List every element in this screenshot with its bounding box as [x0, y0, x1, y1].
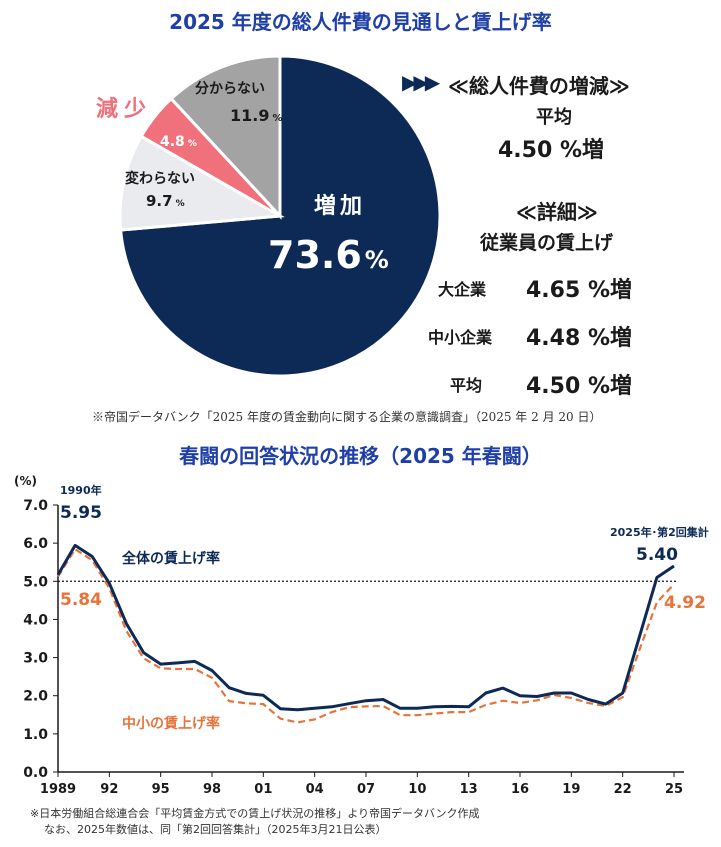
summary-average-label: 平均 [536, 107, 572, 128]
y-axis-unit: (%) [14, 474, 37, 488]
pie-slice-value: 11.9% [230, 106, 283, 125]
detail-heading: ≪詳細≫ [516, 200, 598, 224]
x-tick-label: 10 [408, 782, 426, 797]
y-tick-label: 3.0 [23, 651, 48, 667]
series-overall-line [56, 543, 675, 712]
bottom-title: 春闘の回答状況の推移（2025 年春闘） [179, 444, 542, 468]
x-tick-label: 22 [614, 782, 632, 797]
annotation-latest-label: 2025年･第2回集計 [610, 525, 709, 539]
summary-average-value: 4.50 %増 [498, 138, 604, 163]
x-tick-label: 25 [665, 782, 683, 797]
detail-row-label: 中小企業 [428, 328, 493, 347]
footnote: ※日本労働組合総連合会「平均賃金方式での賃上げ状況の推移」より帝国データバンク作… [30, 807, 480, 820]
triple-arrow-icon: ▶▶▶ [402, 70, 440, 94]
footnote: なお、2025年数値は、同「第2回回答集計」（2025年3月21日公表） [44, 823, 387, 836]
x-tick-label: 98 [203, 782, 221, 797]
line-chart: (%) 0.0 1.0 2.0 3.0 4.0 5.0 6.0 7.0 1989 92 95 98 01 0… [14, 474, 709, 797]
series-sme-line [57, 547, 675, 724]
annotation-peak-year: 1990年 [60, 483, 102, 497]
pie-slice-label: 分からない [195, 81, 265, 97]
pie-slice-label: 変わらない [125, 170, 195, 187]
annotation-overall-1990: 5.95 [60, 503, 102, 523]
x-tick-label: 04 [306, 782, 324, 797]
pie-slice-label: 増加 [314, 193, 366, 219]
detail-row-label: 大企業 [438, 280, 487, 299]
detail-row-label: 平均 [450, 376, 483, 395]
x-tick-label: 19 [562, 782, 580, 797]
pie-slice-value: 73.6% [268, 233, 389, 277]
pie-slice [169, 54, 282, 220]
y-tick-label: 1.0 [23, 727, 48, 743]
y-tick-label: 5.0 [23, 574, 48, 590]
annotation-sme-1990: 5.84 [60, 590, 102, 610]
annotation-sme-2025: 4.92 [664, 593, 706, 613]
annotation-overall-2025: 5.40 [636, 545, 678, 565]
series-sme-name: 中小の賃上げ率 [122, 715, 220, 732]
x-tick-label: 92 [100, 782, 118, 797]
x-tick-label: 07 [357, 782, 375, 797]
x-tick-label: 1989 [40, 782, 76, 797]
detail-subheading: 従業員の賃上げ [480, 232, 614, 254]
detail-row-value: 4.65 %増 [526, 278, 632, 303]
detail-row-value: 4.48 %増 [526, 326, 632, 351]
pie-slice [118, 134, 285, 232]
y-tick-label: 7.0 [23, 498, 48, 514]
summary-heading: ≪総人件費の増減≫ [448, 74, 630, 98]
y-tick-label: 4.0 [23, 612, 48, 628]
x-tick-label: 95 [152, 782, 170, 797]
x-tick-label: 16 [511, 782, 529, 797]
y-tick-label: 2.0 [23, 689, 48, 705]
x-tick-label: 01 [254, 782, 272, 797]
pie-source-note: ※帝国データバンク「2025 年度の賃金動向に関する企業の意識調査」（2025 … [92, 410, 602, 424]
y-tick-label: 0.0 [23, 765, 48, 781]
y-tick-label: 6.0 [23, 536, 48, 552]
decrease-callout: 減少 [96, 97, 152, 122]
series-overall-name: 全体の賃上げ率 [121, 550, 220, 567]
x-tick-label: 13 [460, 782, 478, 797]
detail-row-value: 4.50 %増 [526, 374, 632, 399]
top-title: 2025 年度の総人件費の見通しと賃上げ率 [169, 10, 552, 34]
